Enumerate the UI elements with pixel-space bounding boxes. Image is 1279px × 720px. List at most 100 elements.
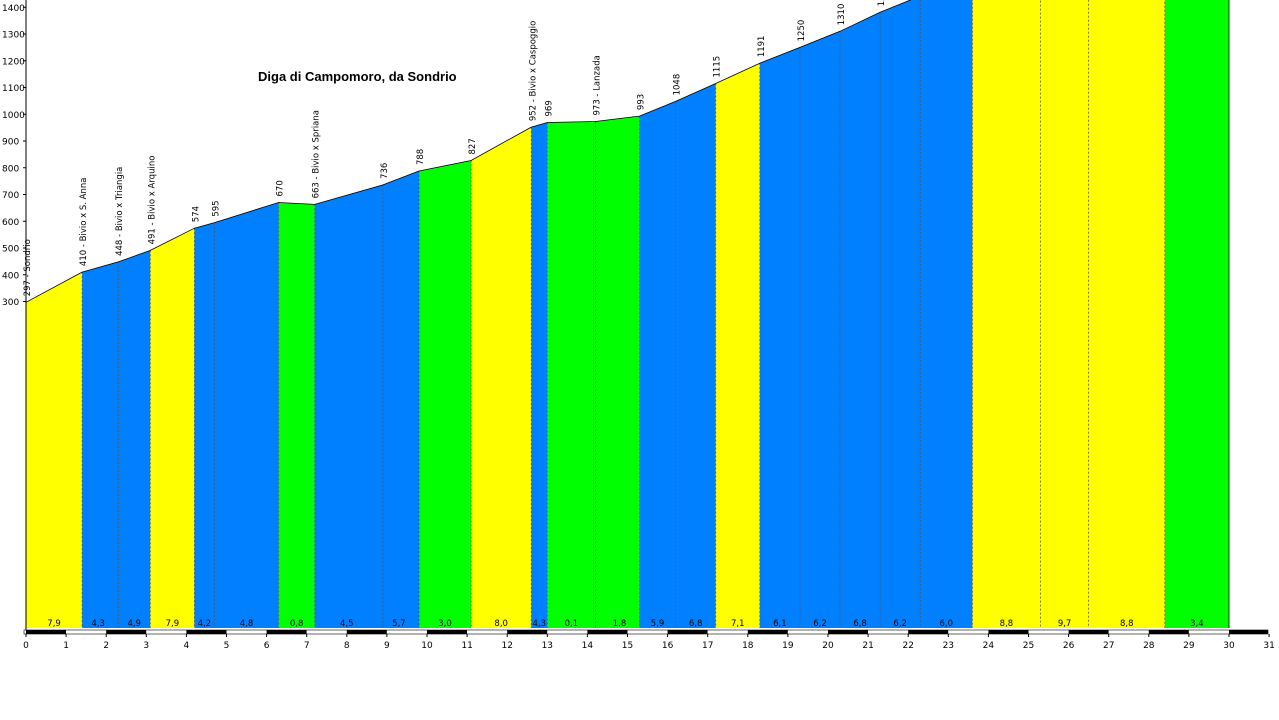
gradient-label: 8,0 [494,619,508,629]
profile-line [25,0,912,303]
km-bar-segment [1229,630,1268,634]
y-tick-label: 400 [2,271,19,281]
km-bar-segment [427,630,468,634]
point-label: 736 [380,163,390,179]
km-bar-segment [787,630,828,634]
x-tick-label: 23 [943,641,954,651]
km-bar-segment [386,630,427,634]
point-label: 1048 [673,74,683,96]
x-tick-label: 24 [983,641,995,651]
gradient-label: 4,3 [533,619,547,629]
profile-section [26,272,83,628]
point-label: 491 - Bivio x Arquino [147,156,157,245]
x-tick-label: 21 [862,641,873,651]
profile-section [531,122,548,628]
y-tick-label: 1400 [2,4,25,14]
km-bar-frame [23,629,1269,635]
x-tick-label: 16 [662,641,674,651]
x-tick-label: 29 [1183,641,1195,651]
gradient-label: 6,8 [689,619,703,629]
y-tick-label: 1100 [2,84,25,94]
y-tick-label: 700 [2,191,19,201]
km-bar-segment [186,630,227,634]
point-label: 969 [544,100,554,116]
gradient-label: 1,8 [613,619,627,629]
x-tick-label: 30 [1223,641,1235,651]
y-tick-label: 800 [2,164,19,174]
x-tick-label: 20 [822,641,834,651]
km-bar-segment [146,630,187,634]
y-tick-label: 300 [2,298,19,308]
gradient-label: 4,2 [198,619,212,629]
km-bar-segment [266,630,307,634]
profile-section [278,202,315,628]
x-tick-label: 4 [184,641,190,651]
point-label: 574 [191,206,201,222]
x-tick-label: 17 [702,641,713,651]
x-tick-label: 2 [103,641,109,651]
x-tick-label: 26 [1063,641,1075,651]
km-bar-segment [306,630,347,634]
km-bar-segment [507,630,548,634]
gradient-label: 6,2 [893,619,907,629]
gradient-label: 6,0 [940,619,954,629]
gradient-label: 4,8 [240,619,254,629]
km-bar-segment [226,630,267,634]
point-label: 952 - Bivio x Caspoggio [528,21,538,121]
profile-outline [25,0,1230,628]
gradient-label: 9,7 [1058,619,1072,629]
km-bar-segment [908,630,949,634]
x-tick-label: 1 [63,641,69,651]
km-bar-segment [106,630,147,634]
gradient-label: 0,1 [565,619,579,629]
km-bar-segment [828,630,869,634]
point-label: 1115 [713,56,723,78]
x-tick-label: 14 [582,641,594,651]
y-tick-label: 900 [2,138,19,148]
km-bar-segment [66,630,107,634]
x-tick-label: 7 [304,641,310,651]
profile-section [419,160,472,628]
y-tick-label: 1000 [2,111,25,121]
y-tick-label: 500 [2,245,19,255]
point-label: 410 - Bivio x S. Anna [79,178,89,267]
point-label: 827 [468,138,478,154]
gradient-label: 0,8 [290,619,304,629]
profile-fills [26,0,1229,628]
x-tick-label: 6 [264,641,270,651]
x-tick-label: 25 [1023,641,1034,651]
point-label: 663 - Bivio x Spriana [312,110,322,198]
point-label: 1381 [877,0,887,6]
gradient-label: 3,0 [438,619,452,629]
km-bar-segment [868,630,909,634]
x-tick-label: 15 [622,641,633,651]
km-bar-segment [547,630,588,634]
x-tick-label: 11 [461,641,472,651]
section-dividers [81,0,1166,628]
profile-section [715,63,760,628]
gradient-label: 5,9 [651,619,665,629]
km-bar-segment [707,630,748,634]
profile-section [547,116,640,628]
km-bar-segment [587,630,628,634]
x-tick-label: 10 [421,641,433,651]
km-bar-segment [747,630,788,634]
gradient-label: 6,2 [813,619,827,629]
gradient-label: 4,5 [340,619,354,629]
profile-section [314,171,419,628]
chart-title: Diga di Campomoro, da Sondrio [258,69,457,84]
profile-section [194,202,279,628]
profile-section [972,0,1165,628]
profile-section [1164,0,1229,628]
km-bar-segment [988,630,1029,634]
gradient-label: 7,1 [731,619,745,629]
km-bar-segment [627,630,668,634]
gradient-label: 8,8 [1000,619,1014,629]
point-label: 1191 [757,36,767,58]
x-tick-label: 22 [902,641,913,651]
km-bar-segment [346,630,387,634]
km-bar-segment [26,630,67,634]
km-bar-segment [1068,630,1109,634]
point-labels: 297 - Sondrio 410 - Bivio x S. Anna 448 - … [23,0,887,296]
x-tick-label: 18 [742,641,754,651]
